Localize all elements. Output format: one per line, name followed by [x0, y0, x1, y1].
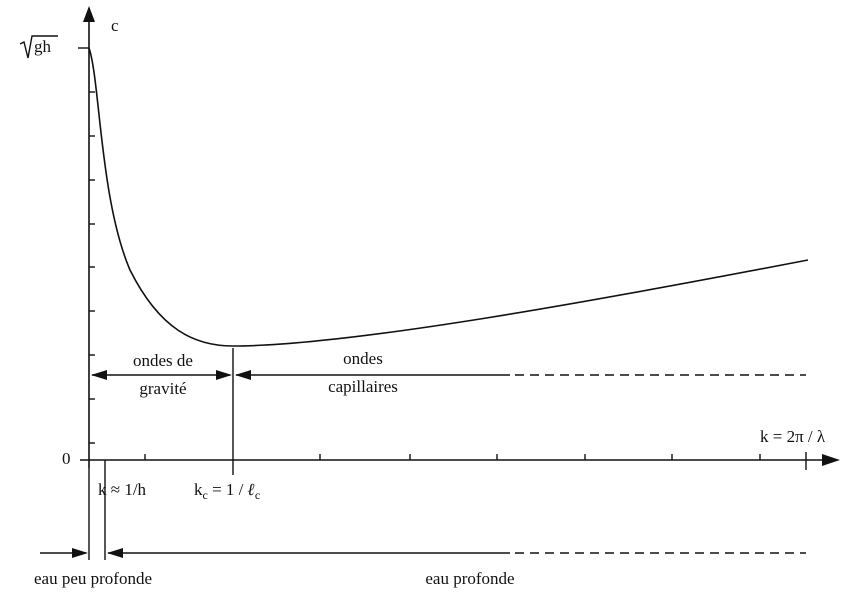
arrow [91, 370, 107, 380]
arrow [107, 548, 123, 558]
arrow [235, 370, 251, 380]
y-label: c [111, 16, 119, 35]
kc-label: kc = 1 / ℓc [194, 480, 260, 502]
deep-label: eau profonde [425, 569, 514, 588]
capillary-label: ondes [343, 349, 383, 368]
x-axis-arrow [822, 454, 840, 466]
dispersion-curve [88, 47, 809, 347]
x-label: k = 2π / λ [760, 427, 826, 446]
sqrt-sign [19, 35, 58, 59]
y-ticks [78, 47, 95, 444]
origin-label: 0 [62, 449, 71, 468]
y-axis-arrow [83, 6, 95, 22]
gravity-label: ondes de [133, 351, 193, 370]
arrow [216, 370, 232, 380]
kh-label: k ≈ 1/h [98, 480, 147, 499]
arrow [72, 548, 88, 558]
gravity-label: gravité [139, 379, 186, 398]
y-top-label: gh [34, 37, 52, 56]
x-ticks [144, 452, 807, 470]
capillary-label: capillaires [328, 377, 398, 396]
shallow-label: eau peu profonde [34, 569, 152, 588]
